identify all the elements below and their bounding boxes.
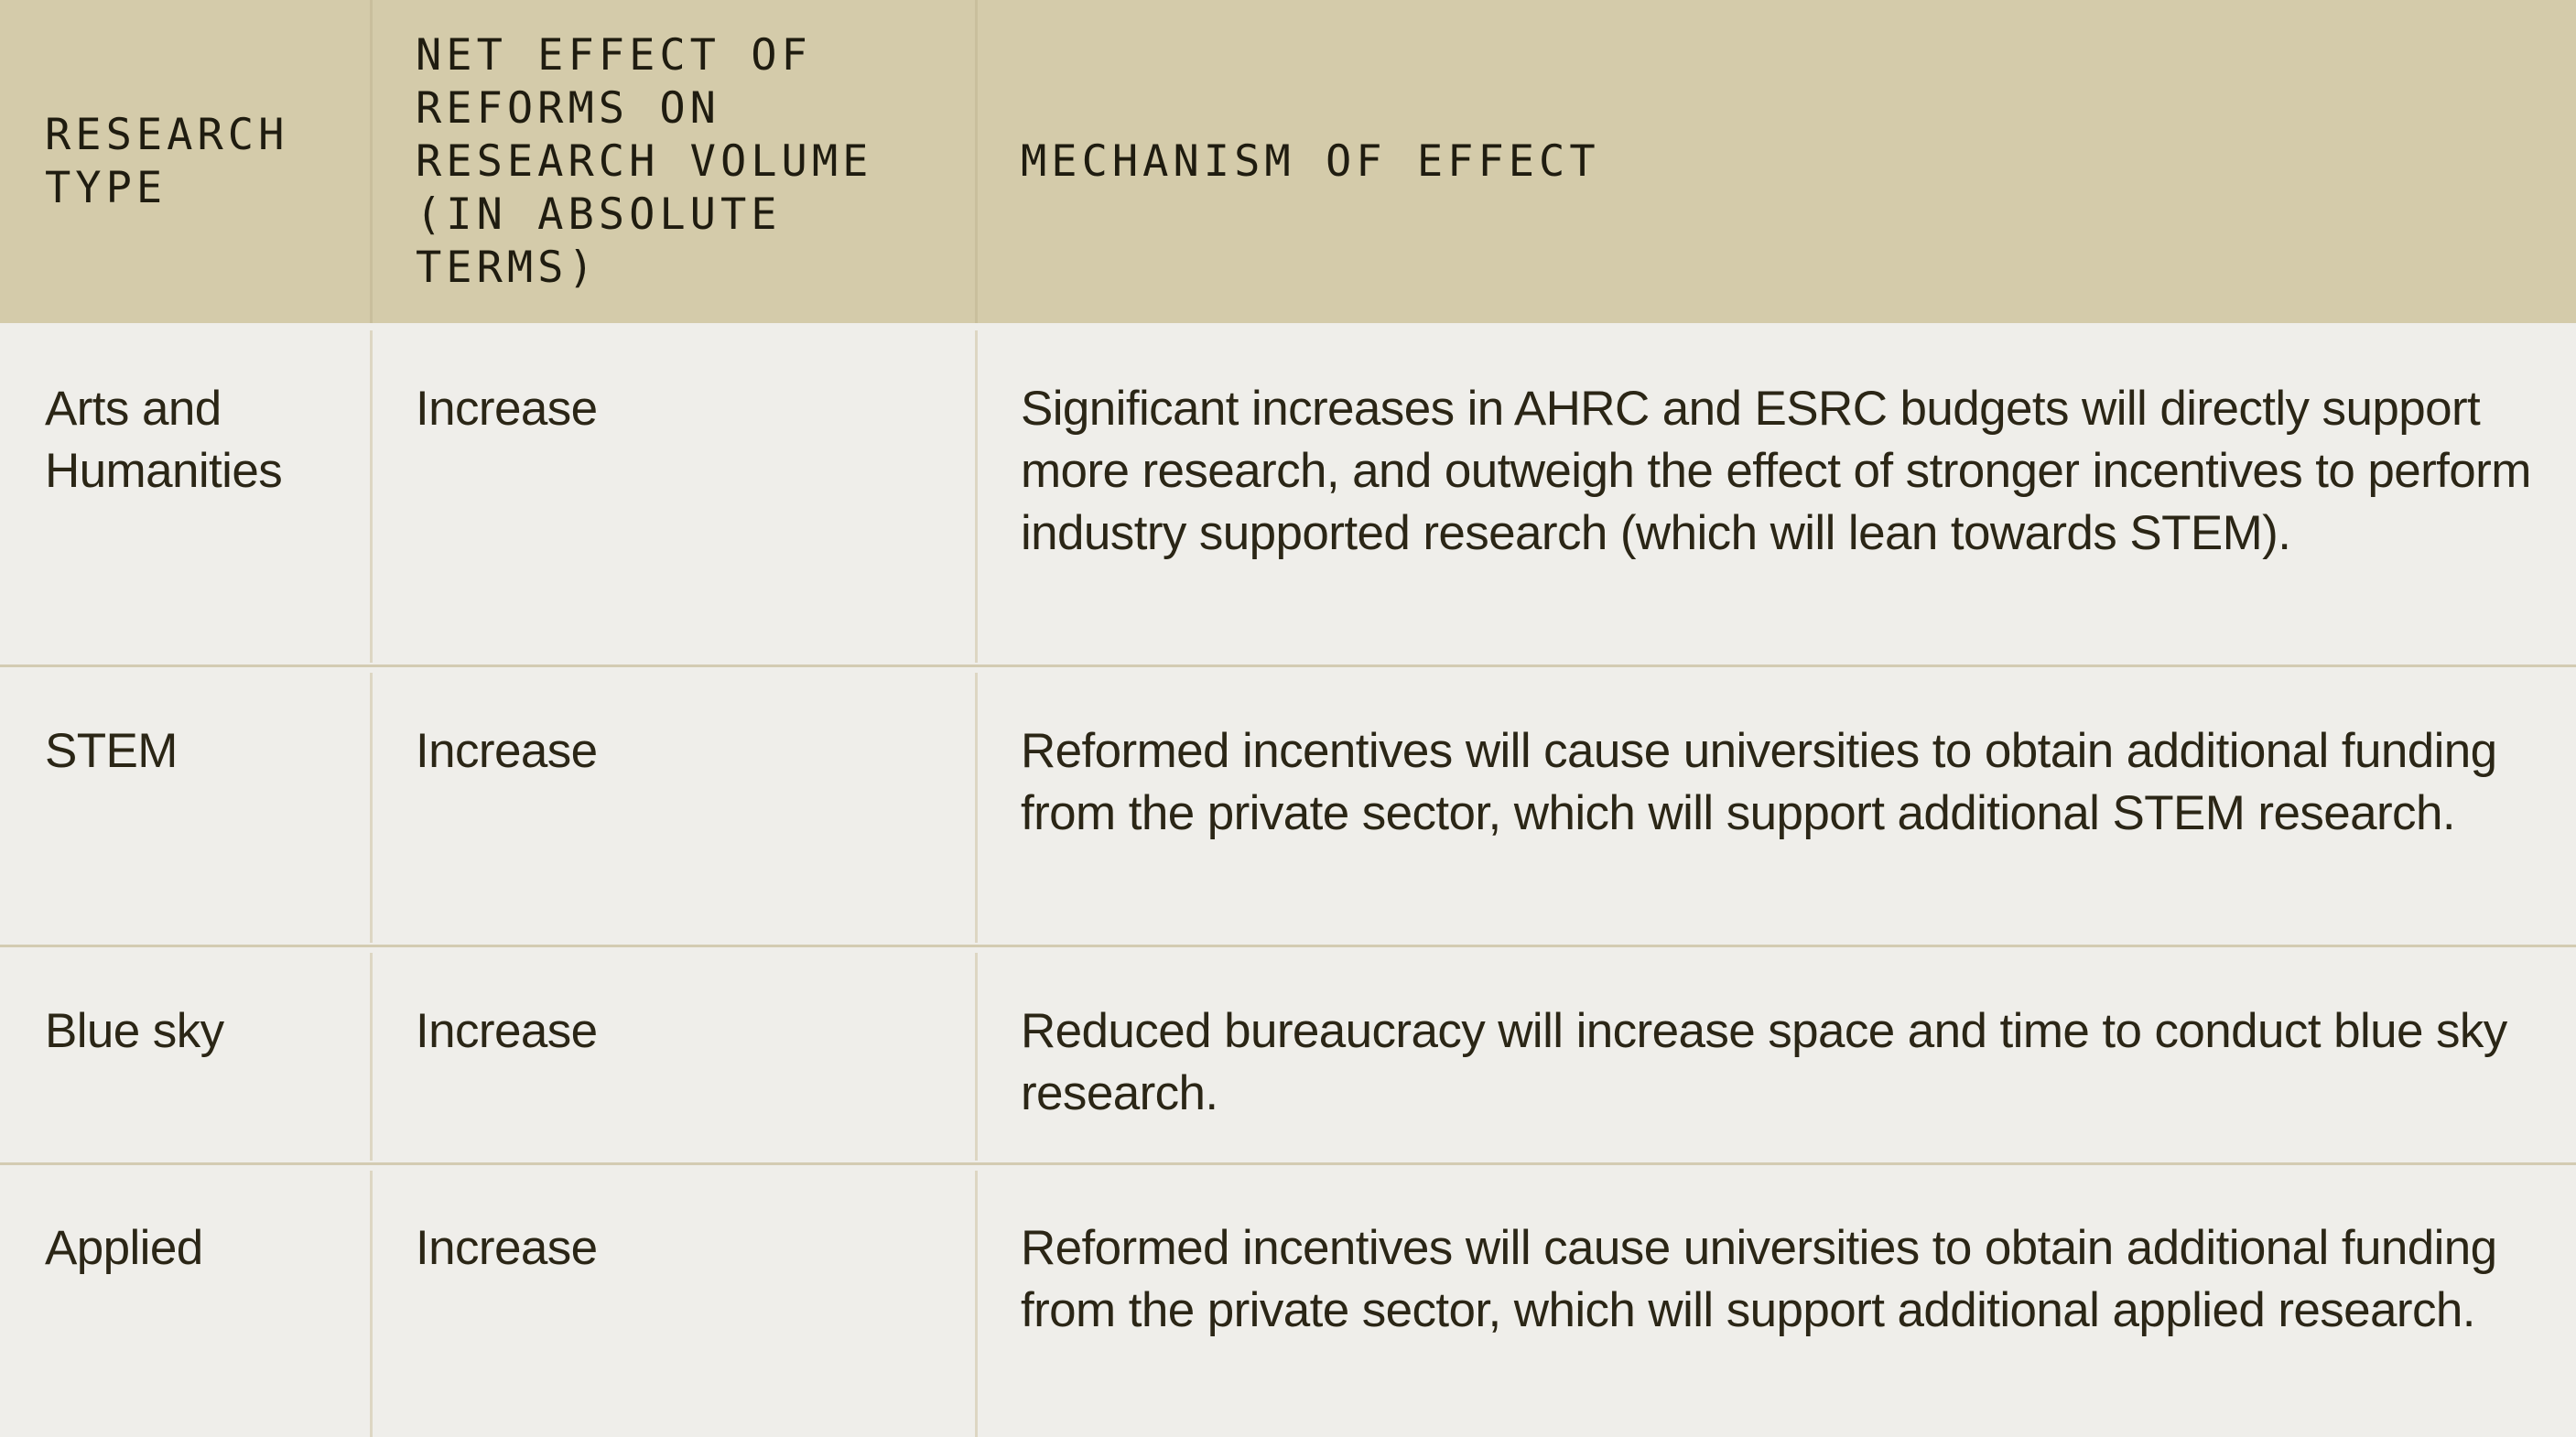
- table-row: Arts and Humanities Increase Significant…: [0, 323, 2576, 665]
- column-divider: [370, 673, 373, 943]
- cell-research-type: Arts and Humanities: [45, 382, 283, 498]
- header-divider-2: [975, 0, 978, 323]
- cell-net-effect: Increase: [416, 382, 598, 436]
- column-divider: [370, 330, 373, 663]
- column-divider: [975, 673, 978, 943]
- column-divider: [370, 1171, 373, 1437]
- table-row: STEM Increase Reformed incentives will c…: [0, 667, 2576, 945]
- cell-research-type: Blue sky: [45, 1004, 224, 1058]
- row-divider: [0, 945, 2576, 947]
- column-divider: [370, 953, 373, 1161]
- column-divider: [975, 330, 978, 663]
- cell-mechanism: Significant increases in AHRC and ESRC b…: [1021, 382, 2531, 560]
- cell-research-type: Applied: [45, 1221, 203, 1275]
- header-divider-1: [370, 0, 373, 323]
- column-divider: [975, 953, 978, 1161]
- table-row: Applied Increase Reformed incentives wil…: [0, 1165, 2576, 1437]
- row-divider: [0, 664, 2576, 667]
- cell-mechanism: Reduced bureaucracy will increase space …: [1021, 1004, 2507, 1120]
- header-research-type: RESEARCH TYPE: [45, 109, 289, 213]
- column-divider: [975, 1171, 978, 1437]
- cell-research-type: STEM: [45, 724, 178, 778]
- header-mechanism: MECHANISM OF EFFECT: [1021, 135, 1600, 187]
- cell-mechanism: Reformed incentives will cause universit…: [1021, 1221, 2497, 1337]
- table-header-row: RESEARCH TYPE NET EFFECT OF REFORMS ON R…: [0, 0, 2576, 323]
- cell-net-effect: Increase: [416, 1221, 598, 1275]
- cell-net-effect: Increase: [416, 1004, 598, 1058]
- cell-mechanism: Reformed incentives will cause universit…: [1021, 724, 2497, 840]
- cell-net-effect: Increase: [416, 724, 598, 778]
- header-net-effect: NET EFFECT OF REFORMS ON RESEARCH VOLUME…: [416, 29, 873, 293]
- row-divider: [0, 1162, 2576, 1165]
- table-row: Blue sky Increase Reduced bureaucracy wi…: [0, 947, 2576, 1163]
